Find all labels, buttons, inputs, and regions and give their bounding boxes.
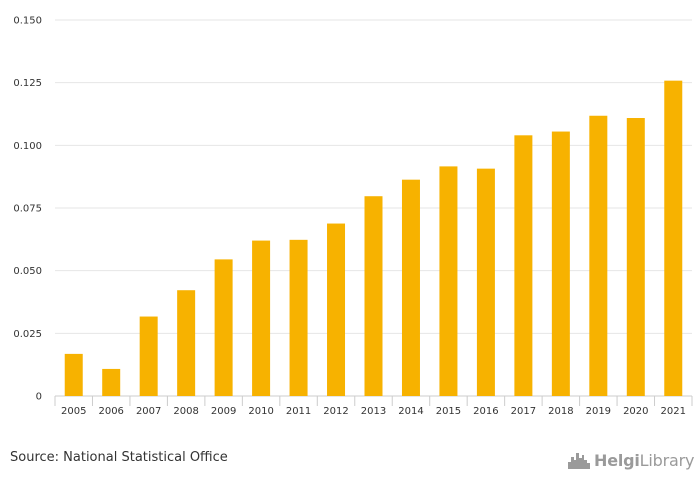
bar-2007[interactable] <box>139 316 158 396</box>
y-tick-label: 0.050 <box>13 266 42 277</box>
x-tick-label: 2009 <box>211 406 236 417</box>
bar-2018[interactable] <box>551 131 570 396</box>
x-tick-label: 2014 <box>398 406 423 417</box>
bar-2019[interactable] <box>589 115 608 396</box>
bar-2013[interactable] <box>364 196 383 396</box>
logo-text: HelgiLibrary <box>594 450 695 470</box>
x-axis: 2005 2006 2007 2008 2009 2010 2011 2012 2013 2014… <box>54 396 693 417</box>
x-tick-label: 2018 <box>548 406 573 417</box>
source-note: Source: National Statistical Office <box>10 450 228 465</box>
bar-2006[interactable] <box>102 368 121 396</box>
city-skyline-icon <box>568 453 590 469</box>
bar-2014[interactable] <box>401 179 420 396</box>
x-tick-label: 2010 <box>248 406 273 417</box>
x-tick-label: 2008 <box>173 406 198 417</box>
bar-2021[interactable] <box>664 80 683 397</box>
helgi-library-logo[interactable]: HelgiLibrary <box>568 446 694 474</box>
x-tick-label: 2007 <box>136 406 161 417</box>
bar-2015[interactable] <box>439 166 458 396</box>
bar-2020[interactable] <box>626 118 645 396</box>
bar-2016[interactable] <box>476 168 495 396</box>
x-tick-label: 2019 <box>586 406 611 417</box>
y-tick-label: 0.125 <box>13 78 42 89</box>
x-tick-label: 2021 <box>661 406 686 417</box>
bar-2017[interactable] <box>514 135 533 396</box>
y-tick-label: 0 <box>36 392 42 403</box>
bar-2009[interactable] <box>214 259 233 396</box>
x-tick-label: 2005 <box>61 406 86 417</box>
x-tick-label: 2011 <box>286 406 311 417</box>
x-tick-label: 2020 <box>623 406 648 417</box>
y-tick-label: 0.150 <box>13 16 42 27</box>
y-tick-label: 0.025 <box>13 329 42 340</box>
bar-2010[interactable] <box>252 240 271 396</box>
bar-chart: 0 0.025 0.050 0.075 0.100 0.125 0.150 2005 2006… <box>13 16 693 417</box>
bar-2008[interactable] <box>177 290 196 396</box>
bar-2011[interactable] <box>289 239 308 396</box>
y-tick-label: 0.100 <box>13 141 42 152</box>
bar-2012[interactable] <box>327 223 346 396</box>
bars <box>64 80 683 397</box>
x-tick-label: 2017 <box>511 406 536 417</box>
y-tick-label: 0.075 <box>13 204 42 215</box>
y-axis-ticks: 0 0.025 0.050 0.075 0.100 0.125 0.150 <box>13 16 42 403</box>
bar-2005[interactable] <box>64 353 83 396</box>
x-tick-label: 2006 <box>98 406 123 417</box>
x-tick-label: 2013 <box>361 406 386 417</box>
x-tick-label: 2015 <box>436 406 461 417</box>
x-tick-label: 2016 <box>473 406 498 417</box>
x-tick-label: 2012 <box>323 406 348 417</box>
